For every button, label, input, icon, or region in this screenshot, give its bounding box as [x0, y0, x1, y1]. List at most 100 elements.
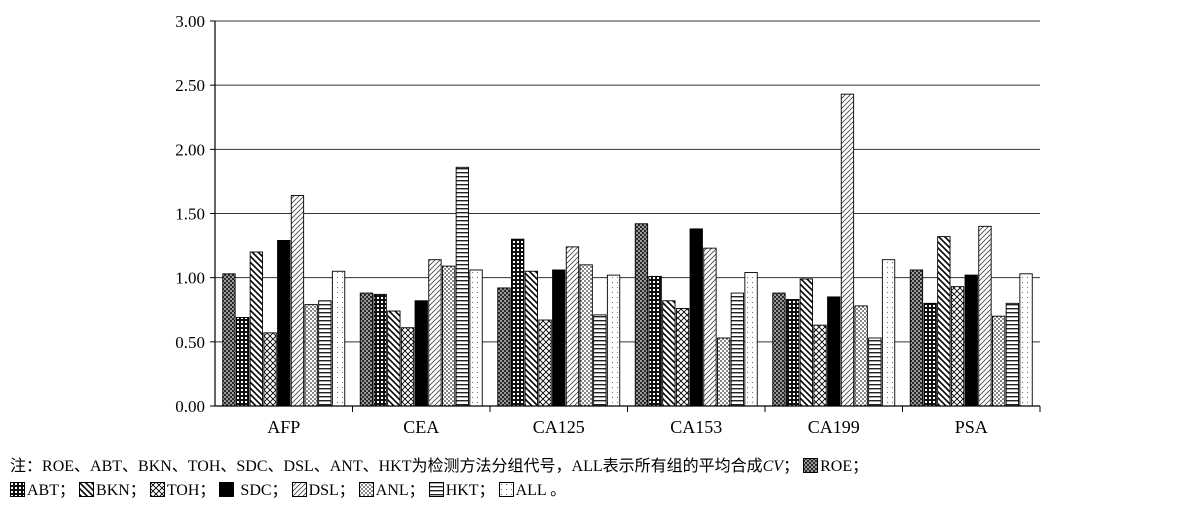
- bar-anl-ca153: [717, 337, 731, 407]
- bar-toh-psa: [950, 286, 965, 407]
- bar-anl-psa: [992, 315, 1006, 407]
- legend-swatch: [79, 482, 95, 497]
- note-body: ROE、ABT、BKN、TOH、SDC、DSL、ANT、HKT为检测方法分组代号…: [42, 458, 763, 475]
- bar-all-ca125: [606, 274, 621, 407]
- bar-toh-ca125: [538, 319, 552, 407]
- legend-label: ANL；: [375, 482, 425, 499]
- bar-all-cea: [469, 269, 483, 407]
- note-line-1: 注：ROE、ABT、BKN、TOH、SDC、DSL、ANT、HKT为检测方法分组…: [10, 458, 869, 475]
- x-tick-label: CA153: [670, 417, 722, 437]
- bar-bkn-ca199: [799, 278, 814, 407]
- y-tick-label: 1.50: [175, 205, 205, 224]
- legend-swatch: [219, 482, 235, 497]
- bar-dsl-psa: [978, 225, 992, 407]
- legend-swatch: [498, 482, 514, 497]
- bar-dsl-ca199: [840, 93, 855, 407]
- legend-label: ALL 。: [515, 482, 567, 499]
- bar-dsl-ca153: [703, 247, 717, 407]
- bar-toh-cea: [400, 327, 415, 407]
- bar-roe-ca125: [497, 287, 511, 407]
- chart-note: 注：ROE、ABT、BKN、TOH、SDC、DSL、ANT、HKT为检测方法分组…: [10, 455, 1200, 503]
- bar-anl-ca125: [579, 264, 593, 407]
- bar-anl-cea: [442, 265, 456, 407]
- legend-item: TOH；: [149, 482, 216, 499]
- legend-label: ROE；: [820, 458, 869, 475]
- bar-hkt-cea: [455, 166, 469, 407]
- legend-swatch: [10, 482, 25, 497]
- bar-abt-ca153: [648, 275, 662, 407]
- bar-toh-ca199: [813, 324, 827, 407]
- legend-line-2: ABT； BKN； TOH； SDC； DSL； ANL； HKT； ALL 。: [10, 479, 1200, 503]
- legend-swatch: [358, 482, 374, 497]
- y-tick-label: 2.00: [175, 140, 205, 159]
- bar-bkn-psa: [937, 236, 951, 407]
- x-tick-label: CA125: [533, 417, 585, 437]
- legend-swatch: [803, 458, 819, 473]
- bar-hkt-ca199: [868, 337, 882, 407]
- bars: [222, 93, 1033, 407]
- bar-roe-afp: [222, 273, 236, 407]
- bar-anl-ca199: [854, 305, 868, 407]
- bar-chart: 0.00 0.50 1.00 1.50 2.00 2.50 3.00 AFP CEA CA125 C…: [175, 12, 1041, 437]
- x-tick-label: PSA: [955, 417, 988, 437]
- bar-all-ca199: [881, 259, 896, 407]
- legend-item: ALL 。: [498, 482, 567, 499]
- bar-abt-afp: [235, 317, 250, 407]
- gridlines: [215, 20, 1040, 343]
- legend-item: HKT；: [428, 482, 495, 499]
- x-tick-label: CA199: [808, 417, 860, 437]
- legend-label: ABT；: [27, 482, 76, 499]
- legend-swatch: [428, 482, 444, 497]
- legend-label: DSL；: [308, 482, 355, 499]
- bar-abt-psa: [923, 302, 937, 407]
- bar-sdc-psa: [964, 274, 978, 407]
- bar-roe-ca199: [772, 292, 786, 407]
- bar-dsl-cea: [428, 259, 442, 407]
- bar-toh-ca153: [675, 308, 690, 407]
- legend-item: BKN；: [79, 482, 146, 499]
- legend-swatch: [291, 482, 307, 497]
- bar-sdc-afp: [277, 239, 291, 407]
- legend-item: SDC；: [219, 482, 288, 499]
- bar-all-ca153: [744, 272, 758, 407]
- y-tick-label: 1.00: [175, 269, 205, 288]
- bar-bkn-cea: [387, 310, 401, 407]
- bar-all-afp: [331, 270, 346, 407]
- y-tick-label: 0.00: [175, 397, 205, 416]
- bar-hkt-psa: [1005, 302, 1020, 407]
- legend-label: BKN；: [96, 482, 146, 499]
- bar-dsl-afp: [290, 195, 305, 407]
- bar-anl-afp: [304, 304, 318, 407]
- bar-hkt-ca125: [593, 314, 607, 407]
- legend-item: DSL；: [291, 482, 355, 499]
- legend-label: TOH；: [166, 482, 216, 499]
- bar-sdc-ca153: [689, 228, 703, 407]
- legend-swatch: [149, 482, 165, 497]
- bar-sdc-cea: [414, 300, 428, 407]
- y-tick-label: 2.50: [175, 76, 205, 95]
- bar-all-psa: [1019, 273, 1033, 407]
- x-tick-label: CEA: [403, 417, 439, 437]
- y-tick-label: 3.00: [175, 12, 205, 31]
- bar-roe-ca153: [634, 223, 649, 407]
- bar-abt-ca125: [511, 238, 525, 407]
- bar-abt-cea: [373, 293, 387, 407]
- legend-item: ROE；: [803, 458, 868, 475]
- y-tick-label: 0.50: [175, 333, 205, 352]
- bar-bkn-ca125: [524, 270, 539, 407]
- legend-item: ANL；: [358, 482, 425, 499]
- bar-bkn-ca153: [662, 300, 676, 407]
- bar-sdc-ca199: [827, 296, 841, 407]
- bar-abt-ca199: [786, 299, 800, 407]
- note-cv: CV: [762, 458, 784, 475]
- bar-sdc-ca125: [552, 269, 566, 407]
- note-prefix: 注：: [10, 458, 43, 475]
- x-tick-label: AFP: [267, 417, 300, 437]
- bar-roe-cea: [359, 292, 374, 407]
- bar-hkt-afp: [318, 300, 332, 407]
- legend-label: HKT；: [445, 482, 495, 499]
- bar-dsl-ca125: [565, 246, 580, 407]
- legend-line-1: ROE；: [803, 458, 868, 475]
- bar-bkn-afp: [249, 251, 263, 407]
- legend-item: ABT；: [10, 482, 75, 499]
